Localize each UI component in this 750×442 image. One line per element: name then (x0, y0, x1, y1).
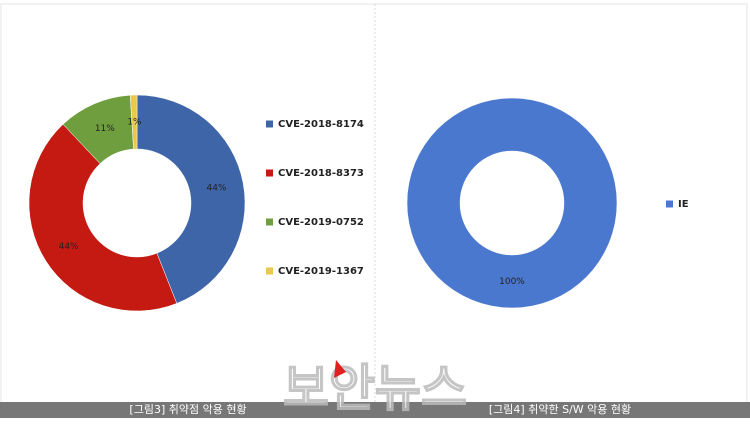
legend-swatch (266, 267, 273, 275)
caption: [그림4] 취약한 S/W 악용 현황 (489, 402, 631, 416)
data-label: 44% (59, 242, 79, 252)
watermark: 보안뉴스 (283, 360, 467, 418)
legend-swatch (266, 169, 273, 177)
legend-label: CVE-2019-0752 (278, 217, 364, 228)
legend-label: IE (678, 199, 689, 210)
legend-label: CVE-2019-1367 (278, 266, 364, 277)
legend-swatch (266, 120, 273, 128)
watermark-accent (334, 360, 346, 378)
legend-swatch (666, 200, 673, 208)
caption: [그림3] 취약점 악용 현황 (129, 402, 246, 416)
donut-segment (28, 123, 178, 312)
data-label: 11% (95, 124, 115, 134)
data-label: 1% (127, 118, 142, 128)
donut-segment (406, 97, 618, 309)
data-label: 44% (207, 183, 227, 193)
donut-segment (129, 94, 138, 150)
caption-band (0, 402, 750, 418)
legend-label: CVE-2018-8174 (278, 119, 364, 130)
donut-segment (136, 94, 246, 304)
legend-swatch (266, 218, 273, 226)
legend-label: CVE-2018-8373 (278, 168, 364, 179)
data-label: 100% (499, 277, 525, 287)
